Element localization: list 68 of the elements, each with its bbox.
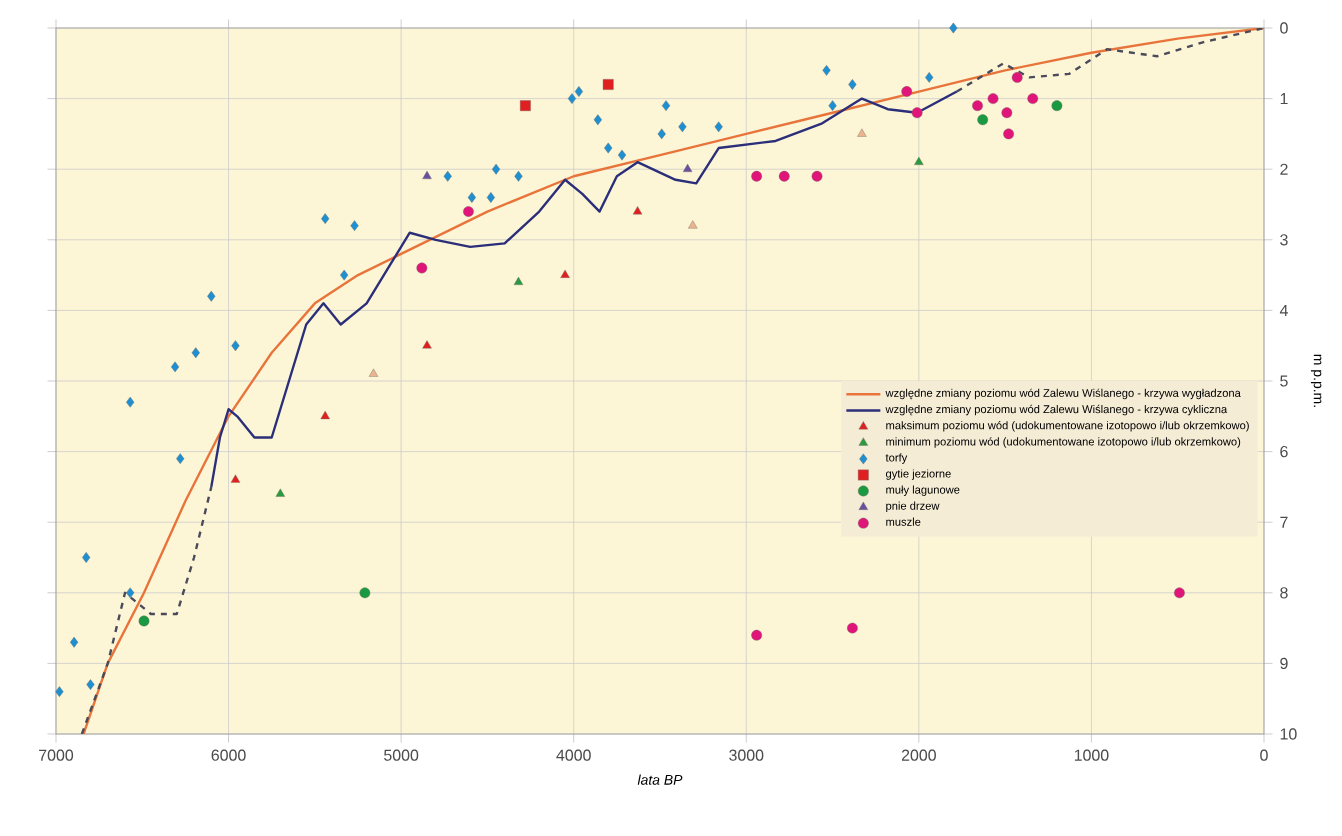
point [977,114,989,126]
point [230,474,241,483]
point [231,340,240,352]
point [126,587,135,599]
point [320,410,330,420]
point [170,361,180,373]
point [422,340,432,349]
point [914,156,924,165]
point [828,100,837,112]
point [901,86,913,97]
point [1027,93,1039,104]
point [617,149,627,161]
point [1003,128,1014,140]
point [1051,100,1063,112]
point [848,79,857,90]
point [126,396,135,408]
point [359,587,371,599]
point [86,679,95,690]
point [751,170,763,182]
point [321,213,330,224]
point [678,121,687,133]
point [275,488,286,497]
point [657,128,666,140]
point [949,22,958,34]
point [560,269,570,278]
point [513,276,524,285]
point [751,629,763,641]
point [467,192,476,203]
point [857,128,867,137]
point [207,290,216,302]
point [520,100,531,112]
point [972,100,983,112]
point [340,269,349,281]
point [574,86,583,97]
point [1174,587,1185,599]
point [368,368,379,377]
point [847,622,858,634]
point [593,114,602,126]
point [486,192,495,203]
point [138,615,150,627]
point [443,170,452,182]
point [778,170,790,182]
point [176,453,185,465]
point [661,100,671,112]
point [70,636,79,648]
point [82,552,91,563]
point [55,686,64,698]
point [1001,107,1013,119]
point [191,347,200,359]
point [911,107,923,119]
point [567,93,577,104]
point [463,206,474,217]
point [811,170,823,182]
point [491,163,501,175]
point [632,206,643,215]
point [514,170,523,182]
point [822,64,831,76]
point [987,93,999,104]
point [682,163,693,172]
point [422,170,432,180]
point [714,121,723,133]
point [604,142,613,154]
point [925,72,934,83]
point [350,220,359,232]
point [1011,72,1023,83]
point [416,262,428,274]
point [602,79,614,90]
point [688,220,698,229]
